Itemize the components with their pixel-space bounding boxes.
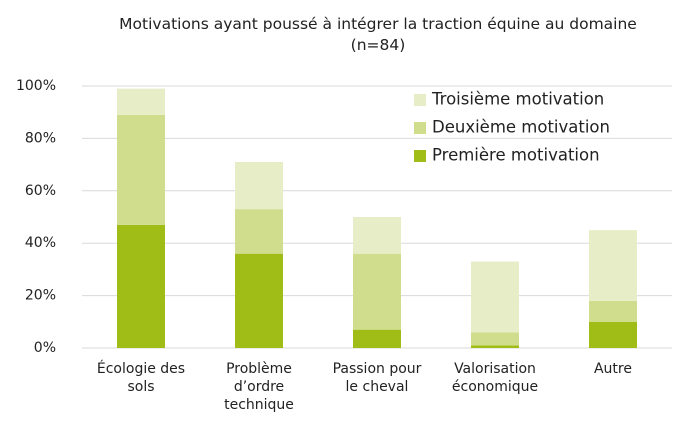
chart-title: Motivations ayant poussé à intégrer la t… [119,15,637,54]
x-tick-label: Écologie des sols [96,361,186,395]
bar-segment [117,114,165,225]
legend-label: Deuxième motivation [432,118,610,137]
y-tick-label: 60% [25,183,56,199]
y-tick-label: 40% [25,235,56,251]
legend-swatch [414,150,426,162]
y-tick-label: 100% [16,78,56,94]
x-tick-label: Passion pour le cheval [332,361,422,395]
bar-segment [471,261,519,333]
bar-segment [117,224,165,348]
legend-swatch [414,122,426,134]
bar-segment [589,300,637,322]
y-tick-label: 20% [25,288,56,304]
legend-label: Troisième motivation [431,90,604,109]
legend-label: Première motivation [432,146,600,165]
x-tick-label: Autre [593,361,632,377]
bar-segment [353,253,401,330]
bar-segment [589,321,637,348]
bar-segment [235,161,283,210]
bar-segment [589,230,637,301]
y-tick-label: 80% [25,130,56,146]
bar-segment [471,345,519,348]
bar-segment [235,209,283,254]
x-tick-label: Problème d’ordre technique [224,361,294,413]
bar-segment [471,332,519,346]
bar-segment [353,329,401,348]
y-tick-label: 0% [34,340,56,356]
bar-segment [353,217,401,254]
x-tick-label: Valorisation économique [451,361,539,395]
legend-swatch [414,94,426,106]
bar-segment [117,88,165,115]
bar-segment [235,253,283,348]
